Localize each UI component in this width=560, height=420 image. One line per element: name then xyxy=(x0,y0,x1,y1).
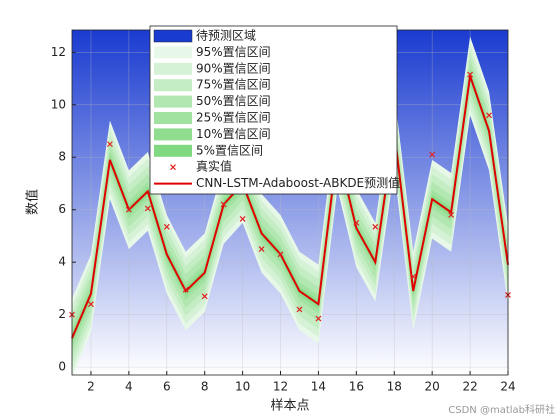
x-tick-label: 24 xyxy=(500,380,515,394)
y-tick-label: 10 xyxy=(51,97,66,111)
x-tick-label: 4 xyxy=(125,380,133,394)
legend-swatch xyxy=(154,144,192,157)
watermark: CSDN @matlab科研社 xyxy=(448,403,555,416)
legend-swatch xyxy=(153,29,193,43)
legend-marker xyxy=(170,164,176,171)
true-value-marker xyxy=(467,71,474,78)
y-tick-label: 0 xyxy=(58,360,66,374)
legend-label: 75%置信区间 xyxy=(196,78,271,92)
legend-label: 95%置信区间 xyxy=(196,45,271,59)
legend-swatch xyxy=(154,79,192,92)
true-value-marker xyxy=(182,286,189,293)
x-tick-label: 22 xyxy=(462,380,477,394)
legend-swatch xyxy=(154,112,192,124)
y-tick-label: 12 xyxy=(51,45,66,59)
legend-label: 50%置信区间 xyxy=(196,94,271,108)
true-value-marker xyxy=(277,251,284,258)
y-tick-label: 4 xyxy=(58,255,66,269)
legend-label: 5%置信区间 xyxy=(196,143,263,157)
y-tick-label: 6 xyxy=(58,202,66,216)
y-axis-label: 数值 xyxy=(25,189,41,215)
y-tick-label: 8 xyxy=(58,150,66,164)
true-value-marker xyxy=(239,215,246,222)
true-value-marker xyxy=(258,246,265,252)
true-value-marker xyxy=(220,201,227,208)
true-value-marker xyxy=(163,223,170,230)
x-tick-label: 14 xyxy=(311,380,326,394)
prediction-line xyxy=(71,75,509,339)
true-value-marker xyxy=(448,212,455,218)
legend-label: 10%置信区间 xyxy=(196,127,271,141)
true-value-marker xyxy=(486,112,492,119)
legend-label: 待预测区域 xyxy=(196,29,256,43)
x-tick-label: 10 xyxy=(235,380,250,394)
true-value-marker xyxy=(88,301,94,308)
x-tick-label: 2 xyxy=(87,380,95,394)
true-value-marker xyxy=(372,223,379,230)
true-value-marker xyxy=(429,151,436,158)
legend-label: 25%置信区间 xyxy=(196,111,271,125)
legend-swatch xyxy=(154,128,192,141)
legend-swatch xyxy=(154,46,192,59)
true-value-marker xyxy=(296,306,303,313)
true-value-marker xyxy=(315,315,322,322)
legend-label: 真实值 xyxy=(196,159,232,174)
x-tick-label: 8 xyxy=(201,380,209,394)
x-tick-label: 16 xyxy=(349,380,364,394)
true-value-marker xyxy=(144,205,151,212)
x-tick-label: 6 xyxy=(163,380,171,394)
x-tick-label: 20 xyxy=(425,380,440,394)
x-tick-label: 12 xyxy=(273,380,288,394)
x-axis-label: 样本点 xyxy=(270,399,309,414)
legend-swatch xyxy=(154,62,192,75)
true-value-marker xyxy=(125,206,132,213)
y-tick-label: 2 xyxy=(58,307,66,321)
legend-label: 90%置信区间 xyxy=(196,61,271,75)
true-value-marker xyxy=(201,293,208,300)
x-tick-label: 18 xyxy=(387,380,402,394)
legend-label: CNN-LSTM-Adaboost-ABKDE预测值 xyxy=(196,175,400,190)
legend-swatch xyxy=(154,95,192,108)
true-value-marker xyxy=(353,219,360,226)
true-value-marker xyxy=(106,141,113,148)
true-value-marker xyxy=(410,273,417,280)
